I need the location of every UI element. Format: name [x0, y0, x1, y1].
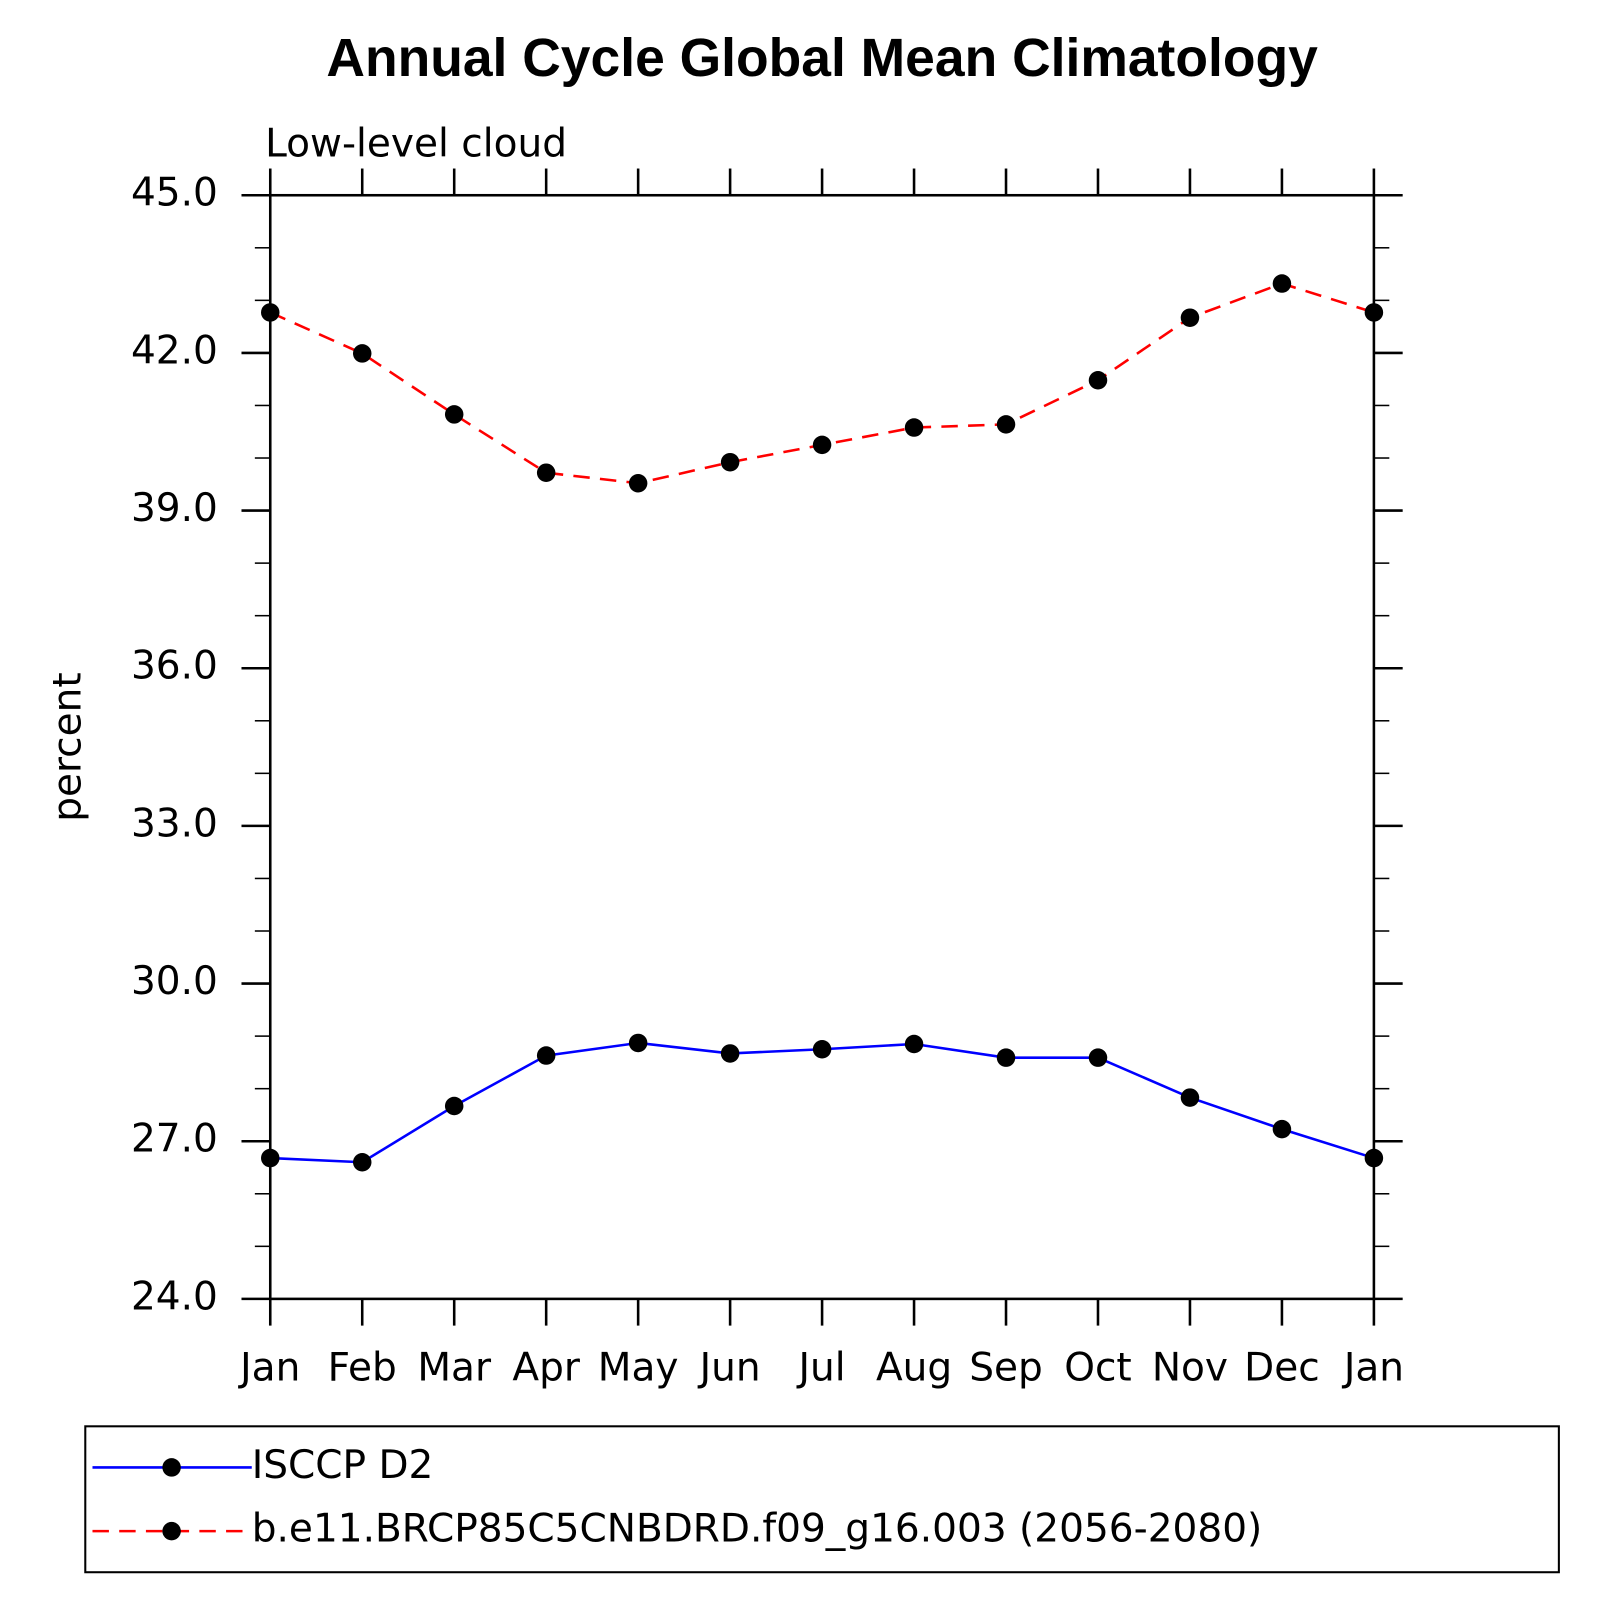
data-point [996, 415, 1016, 434]
data-point [261, 303, 280, 322]
data-point [1088, 1048, 1108, 1067]
data-point [261, 1148, 280, 1168]
data-point [1364, 1148, 1384, 1168]
y-tick-label: 42.0 [131, 328, 218, 373]
data-point [904, 1034, 924, 1054]
x-tick-label: Mar [417, 1345, 492, 1390]
y-tick-label: 27.0 [131, 1117, 218, 1162]
y-tick-label: 39.0 [131, 486, 218, 531]
x-tick-label: Aug [876, 1345, 952, 1390]
x-tick-label: Feb [328, 1345, 397, 1390]
data-point [352, 1152, 372, 1172]
data-point [720, 452, 740, 472]
x-tick-label: Jan [237, 1345, 300, 1390]
legend-label: b.e11.BRCP85C5CNBDRD.f09_g16.003 (2056-2… [252, 1507, 1263, 1552]
data-point [536, 1046, 556, 1065]
y-tick-label: 36.0 [131, 644, 218, 689]
y-tick-label: 45.0 [131, 171, 218, 216]
x-tick-label: Jun [697, 1345, 761, 1390]
legend-label: ISCCP D2 [252, 1443, 434, 1488]
series-line [270, 1041, 1375, 1164]
data-point [444, 405, 464, 424]
data-point [536, 463, 556, 482]
chart-body: Annual Cycle Global Mean Climatology Low… [45, 29, 1560, 1574]
y-axis-label: percent [45, 672, 90, 822]
x-tick-label: Oct [1064, 1345, 1131, 1390]
x-tick-label: Nov [1152, 1345, 1228, 1390]
data-point [1272, 1119, 1292, 1139]
x-tick-label: Sep [969, 1345, 1043, 1390]
data-point [628, 473, 648, 493]
data-point [444, 1096, 464, 1116]
data-point [1364, 303, 1384, 322]
data-point [352, 344, 372, 363]
x-tick-label: May [598, 1345, 679, 1390]
x-tick-label: Apr [512, 1345, 580, 1390]
y-tick-label: 24.0 [131, 1274, 218, 1319]
x-tick-label: Dec [1244, 1345, 1320, 1390]
subtitle: Low-level cloud [265, 121, 567, 166]
x-tick-label: Jul [796, 1345, 846, 1390]
data-point [812, 435, 832, 455]
x-tick-label: Jan [1341, 1345, 1404, 1390]
plot-frame [268, 193, 1376, 1301]
legend-marker [162, 1458, 181, 1477]
chart-title: Annual Cycle Global Mean Climatology [326, 29, 1318, 88]
data-point [1272, 274, 1292, 293]
data-point [1088, 370, 1108, 390]
legend-box [84, 1425, 1560, 1574]
data-point [904, 418, 924, 437]
y-tick-label: 30.0 [131, 959, 218, 1004]
data-point [1180, 308, 1200, 327]
data-point [628, 1033, 648, 1053]
legend-marker [162, 1521, 181, 1541]
data-point [812, 1040, 832, 1059]
data-point [720, 1044, 740, 1063]
y-tick-label: 33.0 [131, 801, 218, 846]
data-point [1180, 1088, 1200, 1107]
data-point [996, 1048, 1016, 1067]
